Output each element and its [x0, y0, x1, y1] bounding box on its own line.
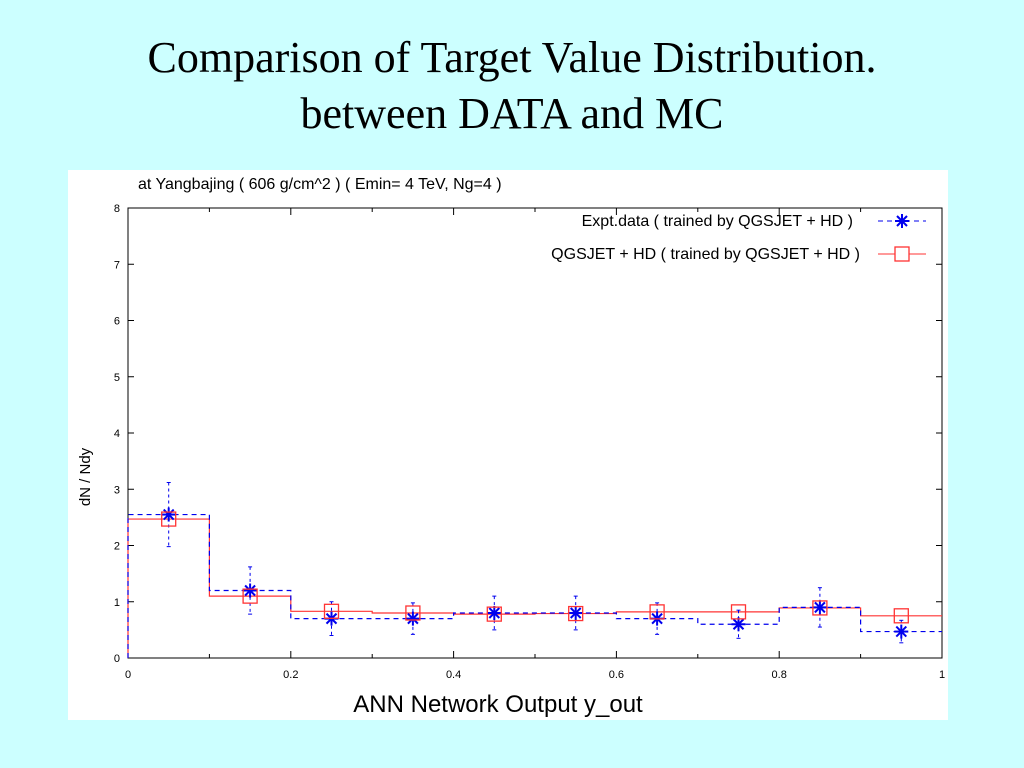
y-tick-label: 3 [114, 484, 120, 496]
x-tick-label: 0.6 [609, 669, 624, 681]
x-tick-label: 0 [125, 669, 131, 681]
chart-panel: at Yangbajing ( 606 g/cm^2 ) ( Emin= 4 T… [68, 170, 948, 720]
mc-square-marker [486, 606, 502, 622]
y-tick-label: 7 [114, 259, 120, 271]
y-tick-label: 1 [114, 597, 120, 609]
mc-square-marker [812, 600, 828, 616]
mc-square-marker [161, 511, 177, 527]
mc-square-marker [323, 603, 340, 619]
x-axis-label: ANN Network Output y_out [353, 691, 643, 718]
expt-star-marker [568, 606, 583, 620]
mc-square-marker [649, 604, 665, 620]
chart-title: at Yangbajing ( 606 g/cm^2 ) ( Emin= 4 T… [138, 176, 502, 193]
x-tick-label: 0.8 [772, 669, 787, 681]
y-tick-label: 2 [114, 541, 120, 553]
legend-mc-square-icon [894, 246, 910, 262]
slide-title-line-1: Comparison of Target Value Distribution. [147, 33, 877, 82]
mc-square-marker [893, 608, 909, 624]
legend-label-expt: Expt.data ( trained by QGSJET + HD ) [582, 213, 853, 230]
y-tick-label: 8 [114, 203, 120, 215]
plot-layer: 0 1 2 3 4 5 6 7 8 0 0.2 0.4 0.6 0.8 1 [114, 203, 945, 681]
mc-square-marker [405, 605, 421, 621]
x-tick-label: 0.4 [446, 669, 461, 681]
y-tick-label: 6 [114, 316, 120, 328]
expt-histogram-line [127, 513, 942, 658]
histogram-chart: at Yangbajing ( 606 g/cm^2 ) ( Emin= 4 T… [77, 176, 945, 718]
legend-expt-star-icon [895, 214, 909, 228]
y-tick-label: 5 [114, 372, 120, 384]
slide-title: Comparison of Target Value Distribution.… [0, 30, 1024, 142]
expt-star-marker [243, 583, 258, 598]
legend-label-mc: QGSJET + HD ( trained by QGSJET + HD ) [551, 246, 860, 263]
mc-square-marker [730, 604, 747, 620]
mc-square-marker [568, 605, 584, 622]
y-tick-label: 0 [114, 653, 120, 665]
expt-star-marker [405, 611, 420, 626]
mc-square-marker [242, 588, 258, 604]
expt-star-marker [812, 600, 827, 615]
expt-star-marker [894, 624, 909, 639]
y-tick-label: 4 [114, 428, 120, 440]
x-tick-label: 1 [939, 669, 945, 681]
slide-title-line-2: between DATA and MC [300, 89, 724, 138]
expt-star-marker [487, 606, 502, 620]
expt-star-marker [161, 507, 176, 522]
y-axis-label: dN / Ndy [77, 447, 94, 506]
x-tick-label: 0.2 [283, 669, 298, 681]
expt-star-marker [731, 617, 746, 632]
